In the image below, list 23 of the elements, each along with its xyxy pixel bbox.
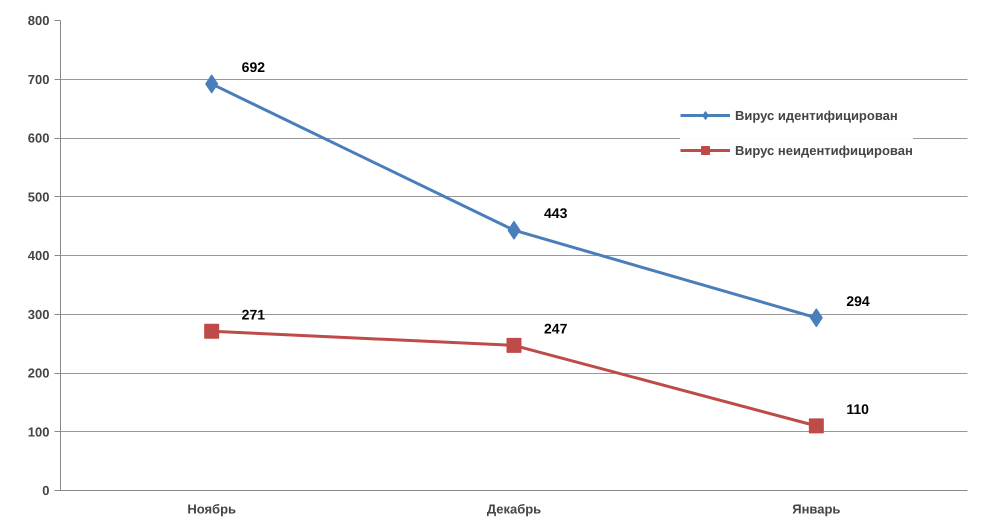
y-tick-label: 0 <box>42 483 50 498</box>
data-label: 443 <box>544 205 568 222</box>
y-tick-label: 800 <box>28 13 50 28</box>
y-tick-label: 200 <box>28 366 50 380</box>
y-tick-label: 700 <box>28 72 50 87</box>
legend-label: Вирус идентифицирован <box>735 108 898 122</box>
y-tick-label: 100 <box>28 424 50 440</box>
y-tick-label: 400 <box>28 248 50 263</box>
point <box>808 418 824 434</box>
y-tick-label: 500 <box>28 189 50 204</box>
data-label: 294 <box>846 292 870 309</box>
x-tick-label: Декабрь <box>486 502 542 516</box>
data-label: 692 <box>242 58 266 75</box>
data-label: 271 <box>242 306 266 322</box>
data-label: 110 <box>846 400 870 417</box>
data-label: 247 <box>544 320 568 336</box>
x-tick-label: Ноябрь <box>187 502 236 516</box>
point <box>204 324 220 339</box>
y-tick-label: 600 <box>28 130 50 146</box>
point <box>506 338 522 353</box>
x-tick-label: Январь <box>792 502 840 516</box>
y-tick-label: 300 <box>28 306 50 322</box>
legend-label: Вирус неидентифицирован <box>735 142 913 158</box>
